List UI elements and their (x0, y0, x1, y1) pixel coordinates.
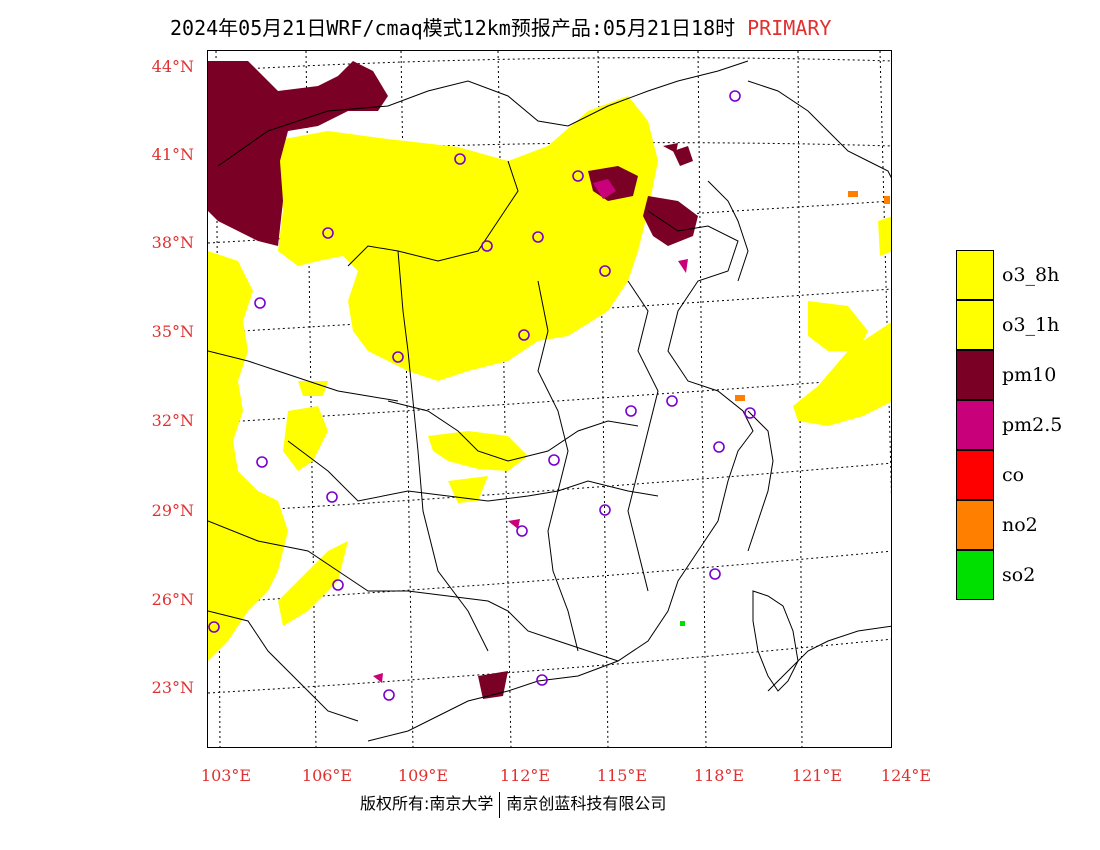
legend-label: pm2.5 (1002, 414, 1063, 436)
lon-label-112: 112°E (499, 766, 551, 785)
primary-flag: PRIMARY (747, 16, 832, 40)
legend-label: co (1002, 464, 1025, 486)
lon-label-109: 109°E (397, 766, 449, 785)
lat-label-41: 41°N (151, 145, 194, 164)
station-marker (332, 579, 344, 591)
lat-label-44: 44°N (151, 57, 194, 76)
legend-swatch (956, 550, 994, 600)
station-marker (392, 351, 404, 363)
station-marker (254, 297, 266, 309)
station-marker (713, 441, 725, 453)
station-marker (256, 456, 268, 468)
station-marker (208, 621, 220, 633)
station-marker (625, 405, 637, 417)
lat-label-35: 35°N (151, 322, 194, 341)
station-marker (516, 525, 528, 537)
legend-label: o3_8h (1002, 264, 1060, 286)
lat-label-32: 32°N (151, 411, 194, 430)
o3-region (208, 96, 891, 661)
legend-label: no2 (1002, 514, 1038, 536)
lon-label-118: 118°E (693, 766, 745, 785)
station-marker (383, 689, 395, 701)
so2-spot (680, 621, 685, 626)
title-text: 2024年05月21日WRF/cmaq模式12km预报产品:05月21日18时 (170, 16, 736, 40)
station-marker (572, 170, 584, 182)
station-marker (666, 395, 678, 407)
legend-swatch (956, 400, 994, 450)
boundary-lines (208, 60, 891, 742)
station-marker (481, 240, 493, 252)
lon-label-124: 124°E (880, 766, 932, 785)
lat-label-38: 38°N (151, 233, 194, 252)
lon-label-121: 121°E (791, 766, 843, 785)
copyright-right: 南京创蓝科技有限公司 (506, 794, 667, 813)
footer-divider (499, 791, 501, 818)
legend-swatch (956, 250, 994, 300)
station-marker (322, 227, 334, 239)
copyright-footer: 版权所有:南京大学 南京创蓝科技有限公司 (360, 790, 666, 818)
lon-label-103: 103°E (200, 766, 252, 785)
station-marker (532, 231, 544, 243)
lat-label-23: 23°N (151, 678, 194, 697)
station-marker (709, 568, 721, 580)
legend-swatch (956, 500, 994, 550)
station-marker (518, 329, 530, 341)
legend-label: o3_1h (1002, 314, 1060, 336)
station-marker (744, 407, 756, 419)
legend-label: so2 (1002, 564, 1036, 586)
station-marker (548, 454, 560, 466)
map-canvas (208, 51, 891, 747)
map-panel[interactable] (207, 50, 892, 748)
pm25-region (373, 179, 688, 683)
station-marker (599, 504, 611, 516)
station-markers (208, 90, 756, 701)
station-marker (326, 491, 338, 503)
station-marker (729, 90, 741, 102)
legend-swatch (956, 450, 994, 500)
legend-swatch (956, 350, 994, 400)
legend-label: pm10 (1002, 364, 1057, 386)
lon-label-106: 106°E (301, 766, 353, 785)
lat-label-29: 29°N (151, 501, 194, 520)
station-marker (454, 153, 466, 165)
station-marker (536, 674, 548, 686)
lat-label-26: 26°N (151, 590, 194, 609)
lon-label-115: 115°E (596, 766, 648, 785)
map-title: 2024年05月21日WRF/cmaq模式12km预报产品:05月21日18时 P… (170, 12, 831, 41)
station-marker (599, 265, 611, 277)
no2-spot (735, 191, 890, 401)
copyright-left: 版权所有:南京大学 (360, 794, 494, 813)
legend-swatch (956, 300, 994, 350)
